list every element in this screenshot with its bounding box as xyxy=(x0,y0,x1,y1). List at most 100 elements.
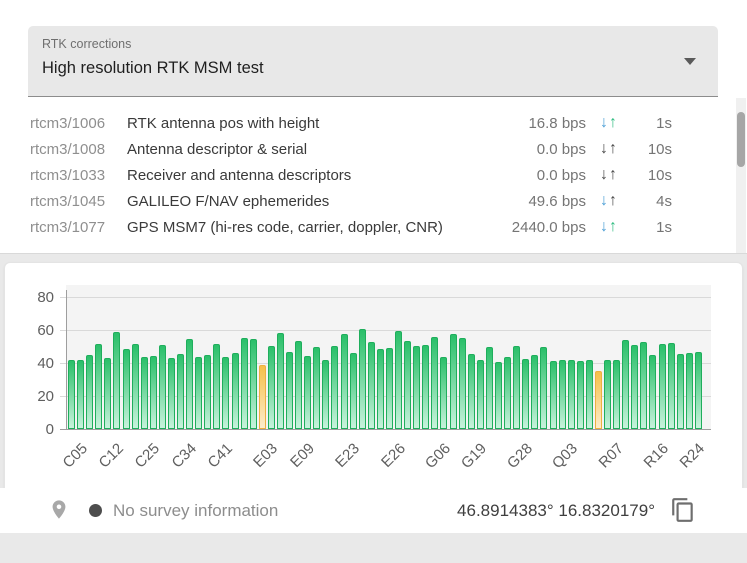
satellite-bar xyxy=(513,346,521,429)
message-description: GPS MSM7 (hi-res code, carrier, doppler,… xyxy=(127,218,443,236)
y-axis-tick-label: 60 xyxy=(37,322,54,339)
section-divider xyxy=(0,254,747,262)
location-pin-icon xyxy=(48,496,70,528)
y-axis-tick-label: 80 xyxy=(37,289,54,306)
y-axis-tick-label: 20 xyxy=(37,388,54,405)
satellite-bar xyxy=(385,348,393,429)
satellite-bar xyxy=(349,353,357,429)
satellite-bar xyxy=(195,357,203,429)
satellite-bar xyxy=(585,360,593,429)
chevron-down-icon xyxy=(684,58,696,65)
message-interval: 10s xyxy=(647,166,672,184)
satellite-bar xyxy=(467,354,475,429)
satellite-bar xyxy=(576,361,584,429)
satellite-bar xyxy=(131,344,139,429)
satellite-bar xyxy=(522,359,530,429)
scrollbar-thumb[interactable] xyxy=(737,112,745,167)
chart-x-axis xyxy=(60,429,711,430)
upload-arrow-icon: ↑ xyxy=(609,114,618,131)
satellite-bar xyxy=(286,352,294,429)
gridline xyxy=(60,363,711,364)
satellite-bar-warning xyxy=(258,365,266,429)
survey-status-bar: No survey information 46.8914383° 16.832… xyxy=(0,488,747,533)
traffic-arrows: ↓↑ xyxy=(586,192,632,210)
traffic-arrows: ↓↑ xyxy=(586,140,632,158)
satellite-bar xyxy=(267,346,275,429)
satellite-bar xyxy=(685,353,693,429)
satellite-bar xyxy=(567,360,575,429)
corrections-card: RTK corrections High resolution RTK MSM … xyxy=(0,0,747,254)
satellite-bar xyxy=(340,334,348,429)
rtk-corrections-select[interactable]: RTK corrections High resolution RTK MSM … xyxy=(28,26,718,97)
select-value: High resolution RTK MSM test xyxy=(42,59,264,77)
satellite-bar xyxy=(313,347,321,429)
survey-status-dot xyxy=(89,504,102,517)
copy-coordinates-button[interactable] xyxy=(670,496,700,526)
message-id: rtcm3/1077 xyxy=(30,218,106,236)
satellite-bar xyxy=(531,355,539,429)
satellite-bar xyxy=(485,347,493,429)
gridline xyxy=(60,330,711,331)
message-description: GALILEO F/NAV ephemerides xyxy=(127,192,330,210)
satellite-bar xyxy=(395,331,403,429)
message-description: Antenna descriptor & serial xyxy=(127,140,308,158)
traffic-arrows: ↓↑ xyxy=(586,218,632,236)
satellite-bar xyxy=(77,360,85,429)
satellite-bar xyxy=(549,361,557,429)
satellite-bar xyxy=(504,357,512,429)
satellite-bar xyxy=(658,344,666,429)
message-description: RTK antenna pos with height xyxy=(127,114,320,132)
satellite-bar xyxy=(640,342,648,429)
satellite-bar xyxy=(240,338,248,429)
scrollbar-track[interactable] xyxy=(736,98,746,253)
satellite-bar xyxy=(458,338,466,429)
satellite-bar xyxy=(304,356,312,429)
satellite-bar xyxy=(276,333,284,429)
satellite-bar xyxy=(213,344,221,429)
satellite-bar xyxy=(149,356,157,429)
satellite-bar xyxy=(494,362,502,429)
satellite-bar xyxy=(177,354,185,429)
satellite-bar xyxy=(295,341,303,429)
rtcm-message-table: rtcm3/1006 RTK antenna pos with height 16.… xyxy=(0,110,747,240)
message-interval: 4s xyxy=(656,192,672,210)
satellite-bar xyxy=(186,339,194,429)
chart-y-axis xyxy=(66,290,67,429)
satellite-bar xyxy=(404,341,412,429)
download-arrow-icon: ↓ xyxy=(600,192,609,209)
satellite-bar xyxy=(649,355,657,429)
satellite-bar xyxy=(231,353,239,429)
table-row: rtcm3/1077 GPS MSM7 (hi-res code, carrier… xyxy=(0,214,747,240)
satellite-bar xyxy=(113,332,121,429)
upload-arrow-icon: ↑ xyxy=(609,140,618,157)
traffic-arrows: ↓↑ xyxy=(586,166,632,184)
satellite-bar xyxy=(558,360,566,429)
satellite-bar xyxy=(158,345,166,429)
table-row: rtcm3/1006 RTK antenna pos with height 16.… xyxy=(0,110,747,136)
satellite-bar xyxy=(358,329,366,429)
satellite-bar xyxy=(431,337,439,429)
y-axis-tick-label: 0 xyxy=(45,421,54,438)
download-arrow-icon: ↓ xyxy=(600,166,609,183)
message-id: rtcm3/1006 xyxy=(30,114,106,132)
download-arrow-icon: ↓ xyxy=(600,114,609,131)
satellite-bar xyxy=(540,347,548,429)
satellite-bar xyxy=(413,346,421,429)
message-description: Receiver and antenna descriptors xyxy=(127,166,352,184)
satellite-bar xyxy=(604,360,611,429)
satellite-bar xyxy=(367,342,375,429)
traffic-arrows: ↓↑ xyxy=(586,114,632,132)
message-id: rtcm3/1033 xyxy=(30,166,106,184)
satellite-bar xyxy=(68,360,75,429)
download-arrow-icon: ↓ xyxy=(600,218,609,235)
satellite-bar xyxy=(167,358,175,429)
base-coordinates: 46.8914383° 16.8320179° xyxy=(457,501,655,520)
satellite-bar xyxy=(667,343,675,429)
upload-arrow-icon: ↑ xyxy=(609,218,618,235)
y-axis-tick-label: 40 xyxy=(37,355,54,372)
bottom-margin xyxy=(0,533,747,563)
satellite-bar xyxy=(122,349,130,429)
satellite-bar xyxy=(322,360,330,429)
table-row: rtcm3/1033 Receiver and antenna descripto… xyxy=(0,162,747,188)
